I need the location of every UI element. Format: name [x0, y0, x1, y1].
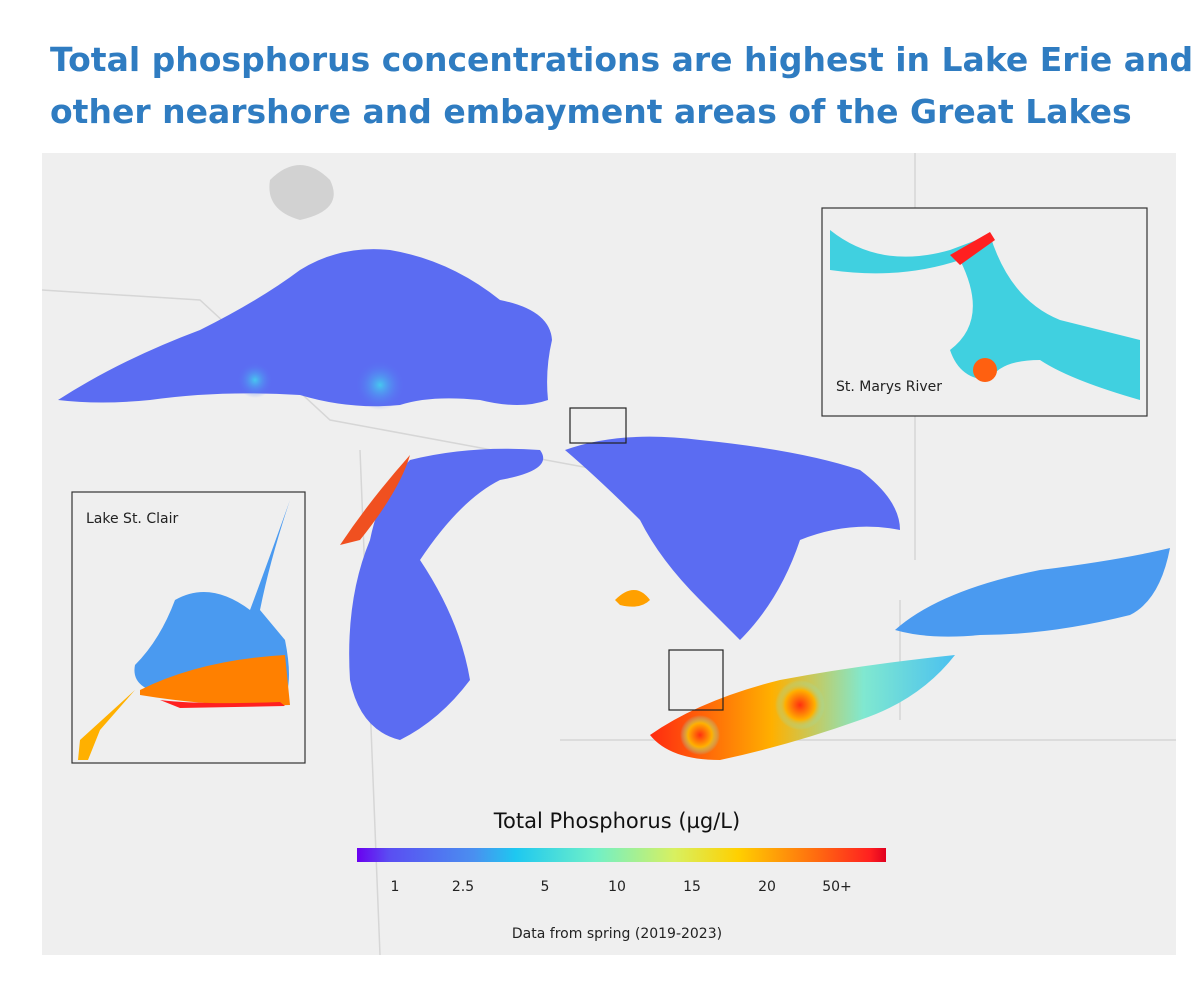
legend-label: 2.5: [452, 879, 474, 895]
legend-label: 15: [683, 879, 701, 895]
legend: Total Phosphorus (µg/L) 1 2.5 5 10 15 20 50+: [357, 809, 886, 895]
legend-label: 5: [541, 879, 550, 895]
inset-label: St. Marys River: [836, 379, 942, 395]
legend-label: 50+: [822, 879, 852, 895]
inset-label: Lake St. Clair: [86, 511, 178, 527]
legend-label: 20: [758, 879, 776, 895]
title: Total phosphorus concentrations are high…: [50, 40, 1193, 79]
footnote: Data from spring (2019-2023): [512, 926, 722, 942]
legend-label: 1: [391, 879, 400, 895]
inset: Lake St. Clair: [71, 491, 306, 764]
legend-label: 10: [608, 879, 626, 895]
title: other nearshore and embayment areas of t…: [50, 92, 1132, 131]
legend-title: Total Phosphorus (µg/L): [493, 809, 740, 833]
inset: St. Marys River: [821, 207, 1148, 417]
